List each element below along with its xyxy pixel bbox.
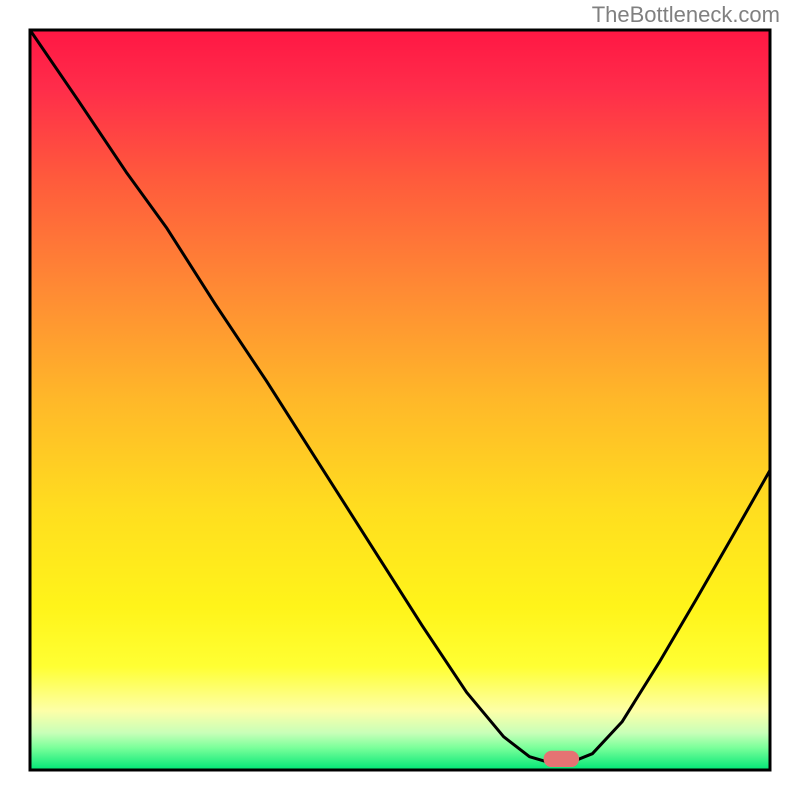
optimal-marker bbox=[544, 751, 580, 767]
watermark-text: TheBottleneck.com bbox=[592, 2, 780, 28]
chart-container: TheBottleneck.com bbox=[0, 0, 800, 800]
gradient-background bbox=[30, 30, 770, 770]
bottleneck-chart bbox=[0, 0, 800, 800]
